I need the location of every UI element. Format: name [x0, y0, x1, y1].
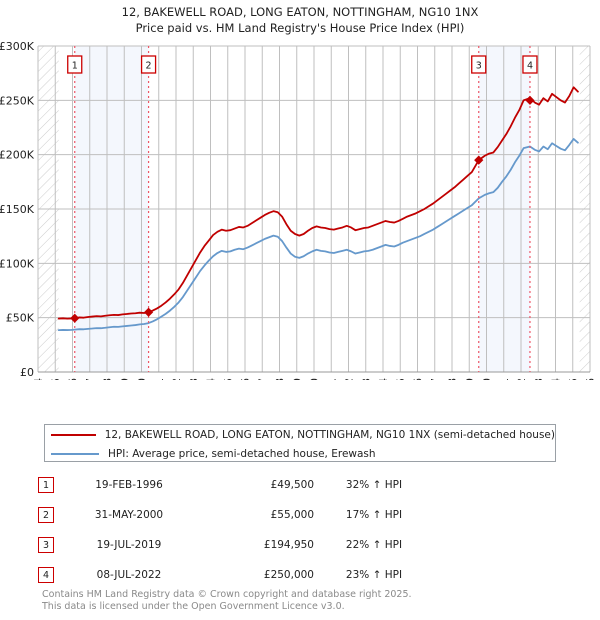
- footer-attribution: Contains HM Land Registry data © Crown c…: [42, 589, 562, 613]
- svg-text:2: 2: [146, 61, 152, 72]
- svg-text:£300K: £300K: [0, 40, 35, 53]
- legend-swatch-property: [51, 433, 96, 436]
- footer-line-2: This data is licensed under the Open Gov…: [42, 601, 345, 612]
- title-line-2: Price paid vs. HM Land Registry's House …: [135, 21, 465, 35]
- svg-text:1995: 1995: [49, 378, 62, 380]
- row-date: 08-JUL-2022: [96, 569, 162, 581]
- x-axis-labels: 1994 1995 1996 1997 1998 1999 2000 2001 2002 2003…: [32, 378, 597, 380]
- svg-text:3: 3: [476, 61, 482, 72]
- svg-text:2009: 2009: [291, 378, 304, 380]
- svg-text:2010: 2010: [308, 378, 321, 380]
- table-row: 4 08-JUL-2022 £250,000 23% ↑ HPI: [38, 560, 468, 590]
- page-title: 12, BAKEWELL ROAD, LONG EATON, NOTTINGHA…: [0, 4, 600, 36]
- row-marker-number: 2: [38, 507, 54, 523]
- table-row: 2 31-MAY-2000 £55,000 17% ↑ HPI: [38, 500, 468, 530]
- row-price: £194,950: [263, 539, 314, 551]
- chart-legend: 12, BAKEWELL ROAD, LONG EATON, NOTTINGHA…: [44, 424, 556, 462]
- svg-text:2021: 2021: [498, 378, 511, 380]
- svg-text:2022: 2022: [515, 378, 528, 380]
- svg-text:1: 1: [72, 61, 78, 72]
- svg-text:1994: 1994: [32, 378, 45, 380]
- transactions-table: 1 19-FEB-1996 £49,500 32% ↑ HPI 2 31-MAY…: [38, 470, 468, 590]
- y-axis-labels: £0 £50K £100K £150K £200K £250K £300K: [0, 40, 35, 379]
- svg-text:£50K: £50K: [6, 312, 35, 325]
- svg-text:2007: 2007: [256, 378, 269, 380]
- title-line-1: 12, BAKEWELL ROAD, LONG EATON, NOTTINGHA…: [121, 5, 479, 19]
- svg-text:1996: 1996: [67, 378, 80, 380]
- legend-label-property: 12, BAKEWELL ROAD, LONG EATON, NOTTINGHA…: [104, 428, 555, 441]
- svg-text:4: 4: [527, 61, 533, 72]
- svg-text:1998: 1998: [101, 378, 114, 380]
- svg-text:2003: 2003: [187, 378, 200, 380]
- row-marker-number: 3: [38, 537, 54, 553]
- svg-text:2004: 2004: [205, 378, 218, 380]
- row-hpi-delta: 17% ↑ HPI: [345, 509, 403, 521]
- svg-text:2002: 2002: [170, 378, 183, 380]
- row-marker-number: 1: [38, 477, 54, 493]
- svg-text:2023: 2023: [532, 378, 545, 380]
- price-chart: 1 2 3 4 £0 £50K £100K £150K £200K £250K £300K 199…: [0, 40, 600, 380]
- table-row: 3 19-JUL-2019 £194,950 22% ↑ HPI: [38, 530, 468, 560]
- row-hpi-delta: 32% ↑ HPI: [345, 479, 403, 491]
- row-hpi-delta: 23% ↑ HPI: [345, 569, 403, 581]
- svg-text:2019: 2019: [463, 378, 476, 380]
- row-date: 19-JUL-2019: [96, 539, 162, 551]
- svg-text:2012: 2012: [343, 378, 356, 380]
- svg-text:2025: 2025: [567, 378, 580, 380]
- legend-item-property: 12, BAKEWELL ROAD, LONG EATON, NOTTINGHA…: [45, 425, 555, 444]
- svg-text:2018: 2018: [446, 378, 459, 380]
- svg-text:2006: 2006: [239, 378, 252, 380]
- svg-text:2017: 2017: [429, 378, 442, 380]
- row-price: £250,000: [263, 569, 314, 581]
- legend-swatch-hpi: [51, 452, 99, 455]
- svg-text:2015: 2015: [394, 378, 407, 380]
- svg-text:2013: 2013: [360, 378, 373, 380]
- chart-canvas: 1 2 3 4 £0 £50K £100K £150K £200K £250K £300K 199…: [0, 40, 597, 380]
- svg-text:2005: 2005: [222, 378, 235, 380]
- table-row: 1 19-FEB-1996 £49,500 32% ↑ HPI: [38, 470, 468, 500]
- marker-labels: 1 2 3 4: [67, 55, 538, 74]
- row-date: 31-MAY-2000: [94, 509, 164, 521]
- svg-text:£200K: £200K: [0, 149, 35, 162]
- svg-text:£250K: £250K: [0, 94, 35, 107]
- svg-text:2000: 2000: [136, 378, 149, 380]
- legend-label-hpi: HPI: Average price, semi-detached house,…: [108, 447, 376, 460]
- svg-text:£100K: £100K: [0, 257, 35, 270]
- footer-line-1: Contains HM Land Registry data © Crown c…: [42, 589, 412, 600]
- svg-text:£150K: £150K: [0, 203, 35, 216]
- svg-text:2026: 2026: [584, 378, 597, 380]
- svg-text:2020: 2020: [481, 378, 494, 380]
- row-date: 19-FEB-1996: [95, 479, 163, 491]
- svg-text:1997: 1997: [84, 378, 97, 380]
- legend-item-hpi: HPI: Average price, semi-detached house,…: [45, 444, 555, 463]
- marker-points: [70, 95, 535, 323]
- svg-text:1999: 1999: [118, 378, 131, 380]
- svg-text:2016: 2016: [412, 378, 425, 380]
- svg-text:2001: 2001: [153, 378, 166, 380]
- row-marker-number: 4: [38, 567, 54, 583]
- svg-text:2014: 2014: [377, 378, 390, 380]
- svg-text:2008: 2008: [274, 378, 287, 380]
- row-hpi-delta: 22% ↑ HPI: [345, 539, 403, 551]
- svg-text:£0: £0: [20, 366, 34, 379]
- series-lines: [57, 86, 579, 332]
- svg-text:2011: 2011: [325, 378, 338, 380]
- row-price: £49,500: [270, 479, 314, 491]
- svg-text:2024: 2024: [550, 378, 563, 380]
- row-price: £55,000: [270, 509, 314, 521]
